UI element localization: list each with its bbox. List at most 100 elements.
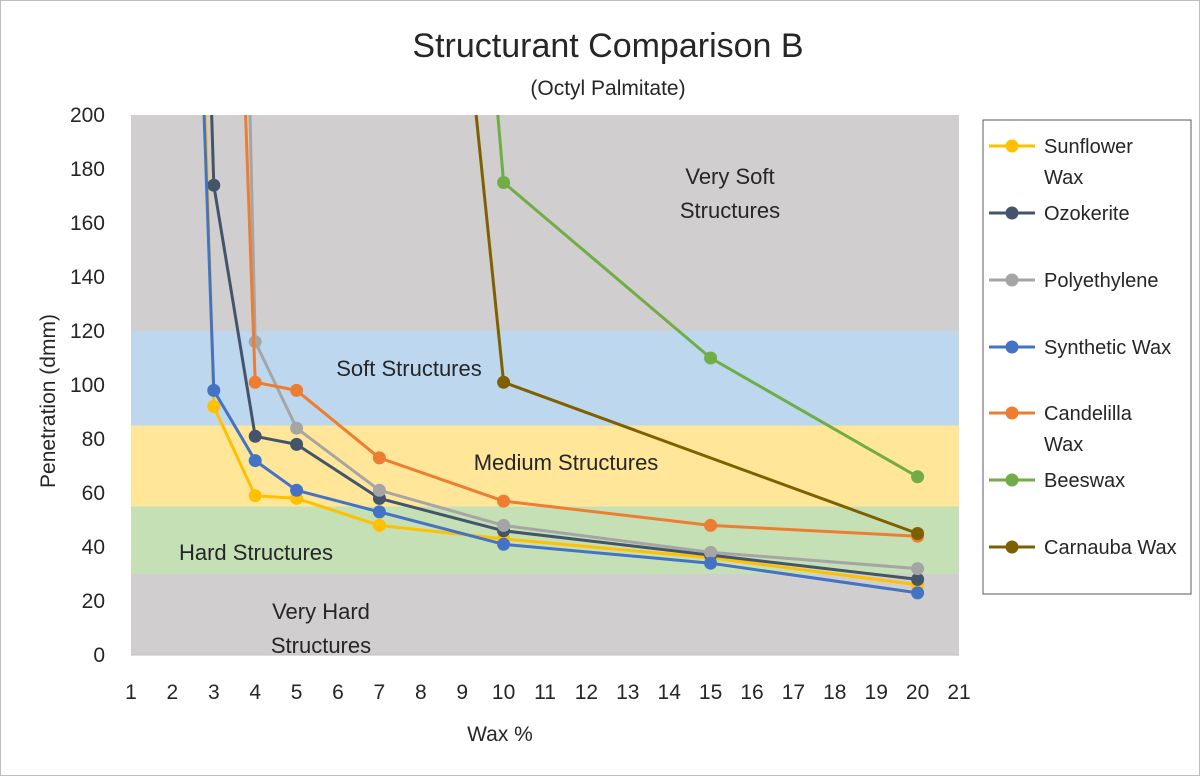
band-4 bbox=[131, 115, 959, 331]
data-point bbox=[372, 483, 386, 497]
legend-box bbox=[982, 119, 1192, 595]
y-tick-label: 0 bbox=[93, 644, 105, 667]
x-tick-label: 7 bbox=[374, 681, 386, 704]
y-tick-label: 60 bbox=[82, 482, 105, 505]
data-point bbox=[911, 562, 925, 576]
legend-label: Ozokerite bbox=[1044, 203, 1130, 225]
x-tick-label: 12 bbox=[575, 681, 598, 704]
band-label: Medium Structures bbox=[474, 450, 659, 475]
legend-item: Synthetic Wax bbox=[989, 337, 1171, 359]
data-point bbox=[497, 375, 511, 389]
band-0 bbox=[131, 574, 959, 655]
chart-title: Structurant Comparison B bbox=[412, 27, 803, 65]
legend-swatch-marker bbox=[1005, 206, 1019, 220]
chart-subtitle: (Octyl Palmitate) bbox=[530, 77, 685, 100]
data-point bbox=[248, 454, 262, 468]
x-tick-label: 17 bbox=[782, 681, 805, 704]
legend-label: Candelilla bbox=[1044, 403, 1133, 425]
legend-item: Polyethylene bbox=[989, 270, 1159, 292]
x-tick-label: 14 bbox=[658, 681, 682, 704]
legend-swatch-marker bbox=[1005, 473, 1019, 487]
y-tick-label: 160 bbox=[70, 212, 105, 235]
series-line bbox=[496, 115, 919, 479]
band-labels: Very Hard Structures Hard Structures Medium… bbox=[179, 164, 780, 658]
data-point bbox=[497, 537, 511, 551]
y-tick-label: 40 bbox=[82, 536, 105, 559]
series-5 bbox=[496, 115, 925, 484]
x-tick-label: 16 bbox=[740, 681, 763, 704]
legend-item: Sunflower Wax bbox=[989, 136, 1133, 189]
legend-swatch-marker bbox=[1005, 406, 1019, 420]
band-label: Hard Structures bbox=[179, 540, 333, 565]
x-tick-label: 20 bbox=[906, 681, 929, 704]
x-tick-label: 21 bbox=[947, 681, 970, 704]
y-tick-label: 200 bbox=[70, 104, 105, 127]
series-3 bbox=[202, 115, 925, 600]
data-point bbox=[497, 518, 511, 532]
legend-label: Carnauba Wax bbox=[1044, 537, 1177, 559]
data-point bbox=[704, 545, 718, 559]
data-point bbox=[248, 429, 262, 443]
data-point bbox=[207, 400, 221, 414]
legend-label: Beeswax bbox=[1044, 470, 1125, 492]
legend-swatch-marker bbox=[1005, 340, 1019, 354]
series-6 bbox=[474, 115, 925, 540]
data-point bbox=[207, 383, 221, 397]
data-point bbox=[372, 505, 386, 519]
y-tick-label: 180 bbox=[70, 158, 105, 181]
y-axis-title: Penetration (dmm) bbox=[37, 314, 60, 488]
x-tick-label: 10 bbox=[492, 681, 515, 704]
data-point bbox=[911, 586, 925, 600]
series-line bbox=[203, 115, 918, 587]
x-tick-label: 9 bbox=[456, 681, 468, 704]
data-point bbox=[704, 351, 718, 365]
legend-item: Carnauba Wax bbox=[989, 537, 1177, 559]
x-tick-label: 1 bbox=[125, 681, 137, 704]
band-label: Soft Structures bbox=[336, 356, 482, 381]
x-tick-label: 3 bbox=[208, 681, 220, 704]
background-bands bbox=[131, 115, 959, 655]
band-label: Very Hard bbox=[272, 599, 370, 624]
data-point bbox=[911, 572, 925, 586]
data-point bbox=[248, 489, 262, 503]
data-point bbox=[497, 494, 511, 508]
x-tick-label: 5 bbox=[291, 681, 303, 704]
legend-label: Wax bbox=[1044, 167, 1083, 189]
series-4 bbox=[244, 115, 925, 543]
legend-label: Wax bbox=[1044, 434, 1083, 456]
x-tick-label: 11 bbox=[534, 681, 556, 704]
series-line bbox=[202, 115, 918, 595]
y-tick-label: 140 bbox=[70, 266, 105, 289]
band-label: Very Soft bbox=[685, 164, 774, 189]
x-tick-label: 8 bbox=[415, 681, 427, 704]
legend-swatch-marker bbox=[1005, 139, 1019, 153]
x-tick-label: 4 bbox=[249, 681, 261, 704]
x-tick-label: 13 bbox=[616, 681, 639, 704]
data-point bbox=[372, 518, 386, 532]
data-point bbox=[290, 383, 304, 397]
data-point bbox=[248, 375, 262, 389]
series-line bbox=[210, 115, 918, 581]
legend-item: Beeswax bbox=[989, 470, 1125, 492]
y-tick-label: 100 bbox=[70, 374, 105, 397]
x-tick-label: 15 bbox=[699, 681, 722, 704]
band-label: Structures bbox=[680, 198, 780, 223]
data-point bbox=[911, 470, 925, 484]
data-point bbox=[497, 176, 511, 189]
data-point bbox=[704, 556, 718, 570]
data-point bbox=[911, 527, 925, 540]
legend-swatch-marker bbox=[1005, 540, 1019, 554]
legend-item: Ozokerite bbox=[989, 203, 1130, 225]
legend-item: Candelilla Wax bbox=[989, 403, 1133, 456]
legend: Sunflower Wax Ozokerite Polyethylene Synthet… bbox=[982, 119, 1192, 595]
band-1 bbox=[131, 506, 959, 574]
band-3 bbox=[131, 331, 959, 426]
legend-label: Synthetic Wax bbox=[1044, 337, 1171, 359]
x-tick-label: 19 bbox=[865, 681, 888, 704]
data-point bbox=[290, 483, 304, 497]
y-tick-label: 120 bbox=[70, 320, 105, 343]
legend-label: Polyethylene bbox=[1044, 270, 1159, 292]
